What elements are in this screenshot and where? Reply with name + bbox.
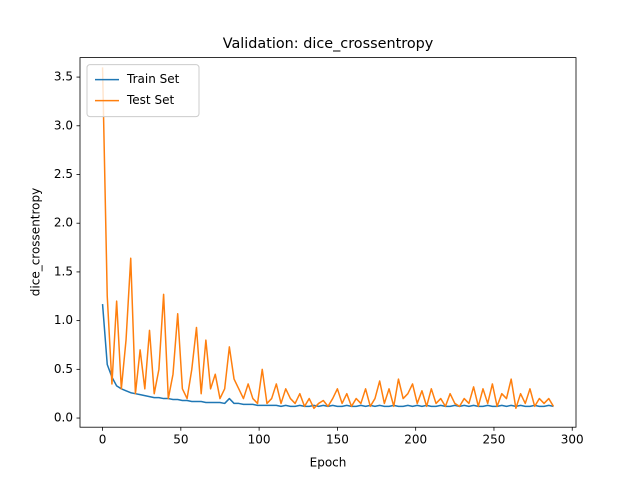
y-axis-label: dice_crossentropy: [29, 188, 43, 296]
x-tick-label: 100: [248, 433, 271, 447]
y-tick-label: 2.5: [54, 167, 73, 181]
y-tick-label: 3.0: [54, 118, 73, 132]
y-tick-label: 0.0: [54, 411, 73, 425]
x-tick-label: 250: [483, 433, 506, 447]
plot-frame: [79, 57, 577, 428]
y-tick-label: 1.5: [54, 264, 73, 278]
series-line: [101, 67, 555, 410]
x-tick-label: 300: [561, 433, 584, 447]
x-tick-label: 150: [326, 433, 349, 447]
y-tick-label: 3.5: [54, 70, 73, 84]
legend-box: [86, 64, 200, 118]
x-tick-label: 0: [99, 433, 107, 447]
legend-label: Test Set: [126, 93, 174, 107]
x-tick-label: 50: [173, 433, 188, 447]
y-tick-label: 1.0: [54, 313, 73, 327]
legend-label: Train Set: [126, 72, 180, 86]
x-axis-label: Epoch: [310, 456, 347, 470]
chart-title: Validation: dice_crossentropy: [223, 36, 434, 52]
y-tick-label: 2.0: [54, 216, 73, 230]
y-tick-label: 0.5: [54, 362, 73, 376]
x-tick-label: 200: [404, 433, 427, 447]
